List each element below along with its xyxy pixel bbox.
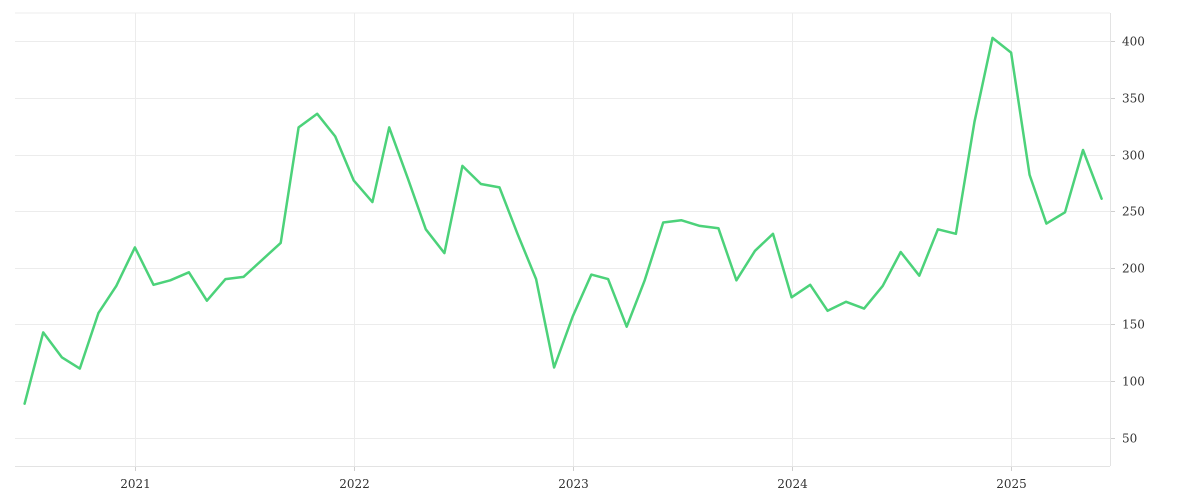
data-point bbox=[460, 164, 464, 168]
grid bbox=[15, 12, 1110, 466]
data-point bbox=[862, 307, 866, 311]
data-point bbox=[442, 251, 446, 255]
data-point bbox=[534, 277, 538, 281]
data-point bbox=[589, 273, 593, 277]
y-axis-tick-labels: 50 100 150 200 250 300 350 400 bbox=[1122, 35, 1145, 446]
data-point bbox=[753, 249, 757, 253]
data-point bbox=[552, 366, 556, 370]
data-point bbox=[881, 284, 885, 288]
data-point bbox=[187, 270, 191, 274]
data-point bbox=[333, 134, 337, 138]
data-point bbox=[917, 274, 921, 278]
data-point bbox=[352, 179, 356, 183]
data-point bbox=[1063, 210, 1067, 214]
data-point bbox=[1009, 51, 1013, 55]
data-point bbox=[1100, 197, 1104, 201]
data-point bbox=[716, 226, 720, 230]
data-point bbox=[387, 125, 391, 129]
y-tick-label: 50 bbox=[1122, 432, 1137, 446]
data-point bbox=[152, 283, 156, 287]
data-point bbox=[571, 315, 575, 319]
data-point bbox=[516, 232, 520, 236]
data-point bbox=[297, 125, 301, 129]
data-point bbox=[991, 36, 995, 40]
axes bbox=[15, 13, 1115, 471]
data-point bbox=[899, 250, 903, 254]
data-point bbox=[973, 120, 977, 124]
data-point bbox=[279, 241, 283, 245]
data-point bbox=[370, 200, 374, 204]
y-tick-label: 350 bbox=[1122, 92, 1145, 106]
data-point bbox=[114, 284, 118, 288]
data-point bbox=[661, 221, 665, 225]
x-tick-label: 2023 bbox=[558, 477, 589, 491]
data-point bbox=[734, 278, 738, 282]
data-point bbox=[479, 182, 483, 186]
data-point bbox=[954, 232, 958, 236]
data-point bbox=[606, 277, 610, 281]
data-point bbox=[1081, 148, 1085, 152]
data-point bbox=[242, 275, 246, 279]
y-tick-label: 400 bbox=[1122, 35, 1145, 49]
data-point bbox=[168, 278, 172, 282]
data-point bbox=[78, 367, 82, 371]
x-tick-label: 2024 bbox=[777, 477, 808, 491]
y-tick-label: 250 bbox=[1122, 205, 1145, 219]
data-point bbox=[315, 112, 319, 116]
y-tick-label: 150 bbox=[1122, 318, 1145, 332]
y-tick-label: 300 bbox=[1122, 149, 1145, 163]
data-point bbox=[643, 278, 647, 282]
x-tick-label: 2022 bbox=[339, 477, 370, 491]
y-tick-label: 100 bbox=[1122, 375, 1145, 389]
series bbox=[23, 36, 1104, 406]
data-point bbox=[936, 227, 940, 231]
data-point bbox=[1044, 222, 1048, 226]
data-point bbox=[224, 277, 228, 281]
x-axis-tick-labels: 2021 2022 2023 2024 2025 bbox=[120, 477, 1027, 491]
data-point bbox=[844, 300, 848, 304]
data-point bbox=[260, 258, 264, 262]
data-point bbox=[205, 299, 209, 303]
data-point bbox=[133, 245, 137, 249]
data-point bbox=[424, 227, 428, 231]
data-point bbox=[498, 185, 502, 189]
data-point bbox=[41, 330, 45, 334]
data-point bbox=[698, 224, 702, 228]
x-tick-label: 2025 bbox=[996, 477, 1027, 491]
data-point bbox=[826, 309, 830, 313]
x-tick-label: 2021 bbox=[120, 477, 151, 491]
data-point bbox=[679, 218, 683, 222]
data-point bbox=[790, 295, 794, 299]
series-line bbox=[23, 36, 1103, 405]
data-point bbox=[60, 355, 64, 359]
data-point bbox=[406, 176, 410, 180]
data-point bbox=[771, 232, 775, 236]
data-point bbox=[23, 402, 27, 406]
data-point bbox=[96, 311, 100, 315]
data-point bbox=[808, 283, 812, 287]
y-tick-label: 200 bbox=[1122, 262, 1145, 276]
data-point bbox=[625, 325, 629, 329]
data-point bbox=[1028, 173, 1032, 177]
